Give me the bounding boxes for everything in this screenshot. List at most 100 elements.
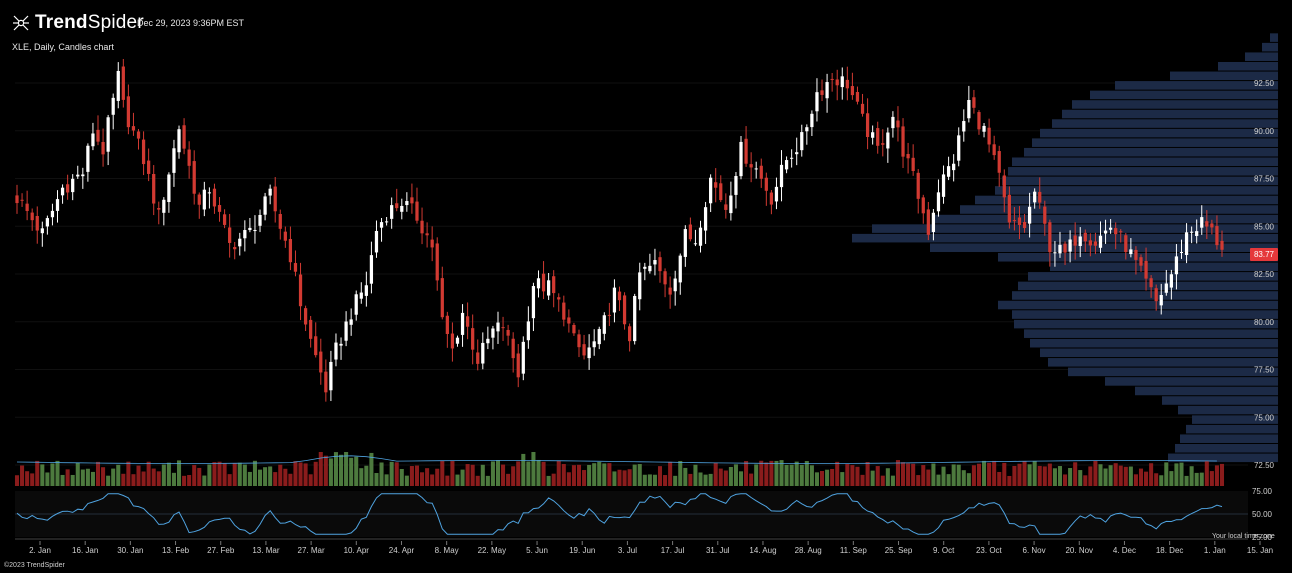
volume-bar — [35, 460, 40, 486]
volume-bar — [612, 471, 617, 486]
timezone-note[interactable]: Your local time zone — [1212, 533, 1275, 540]
candle-body — [384, 221, 389, 223]
candle-body — [734, 176, 738, 195]
volume-bar — [85, 468, 90, 486]
volume-bar — [997, 471, 1002, 486]
volume-bar — [1012, 465, 1017, 486]
volume-bar — [95, 461, 101, 486]
volume-bar — [976, 463, 981, 486]
volume-bar — [101, 467, 106, 486]
candle-body — [228, 227, 232, 243]
volume-bar — [814, 472, 819, 486]
candle-body — [1007, 194, 1011, 223]
volume-bar — [895, 460, 900, 486]
candle-body — [334, 342, 338, 360]
volume-bar — [516, 461, 521, 486]
volume-bar — [197, 467, 202, 486]
copyright: ©2023 TrendSpider — [4, 562, 65, 569]
volume-profile-bar — [998, 252, 1278, 262]
volume-bar — [825, 469, 830, 486]
candle-body — [962, 121, 966, 132]
candle-body — [491, 328, 495, 338]
volume-bar — [926, 469, 931, 486]
candle-body — [212, 188, 217, 207]
volume-bar — [571, 465, 576, 486]
candle-body — [465, 316, 470, 327]
volume-bar — [1159, 475, 1164, 486]
volume-bar — [121, 473, 126, 486]
volume-bar — [1088, 466, 1093, 486]
candle-body — [172, 148, 176, 173]
candle-body — [562, 302, 566, 320]
candle-body — [607, 314, 611, 316]
volume-bar — [1103, 468, 1108, 486]
candle-body — [638, 272, 642, 300]
candle-body — [96, 129, 100, 142]
volume-bar — [1017, 463, 1022, 486]
volume-bar — [166, 462, 171, 486]
candle-body — [116, 70, 120, 101]
candle-body — [1048, 222, 1052, 253]
volume-profile-bar — [960, 205, 1278, 214]
candle-body — [91, 133, 95, 147]
time-tick-label: 5. Jun — [526, 546, 548, 555]
time-tick-label: 13. Feb — [162, 546, 190, 555]
volume-bar — [541, 461, 546, 486]
volume-bar — [678, 460, 683, 486]
last-price-tag: 83.77 — [1250, 248, 1278, 261]
volume-bar — [490, 461, 495, 486]
volume-bar — [339, 454, 344, 486]
volume-bar — [749, 473, 754, 486]
volume-bar — [799, 464, 804, 486]
time-tick-label: 14. Aug — [749, 546, 776, 555]
volume-bar — [1083, 475, 1088, 486]
volume-bar — [698, 472, 703, 486]
candle-body — [1017, 217, 1022, 226]
candle-body — [546, 280, 551, 296]
volume-bar — [713, 462, 718, 486]
candle-body — [1098, 235, 1103, 248]
volume-bar — [987, 462, 992, 486]
candle-body — [101, 141, 105, 155]
volume-bar — [136, 465, 141, 486]
candle-body — [339, 343, 343, 346]
candle-body — [931, 212, 936, 232]
candle-body — [876, 128, 880, 146]
volume-profile-bar — [1115, 81, 1278, 90]
volume-profile-bar — [1175, 443, 1278, 453]
price-tick-label: 72.50 — [1254, 461, 1275, 470]
volume-bar — [1032, 461, 1037, 486]
candle-body — [258, 214, 262, 226]
candle-body — [233, 247, 237, 250]
volume-bar — [764, 462, 769, 486]
volume-bar — [536, 459, 541, 486]
volume-bar — [551, 473, 556, 486]
candles — [15, 58, 1224, 402]
volume-bar — [1174, 463, 1179, 486]
candle-body — [850, 86, 855, 96]
candle-body — [531, 286, 536, 319]
time-tick-label: 22. May — [478, 546, 506, 555]
candle-body — [1083, 232, 1087, 242]
brand-bold: Trend — [35, 12, 88, 33]
volume-bar — [632, 464, 637, 486]
volume-bar — [1037, 465, 1042, 486]
time-tick-label: 16. Jan — [72, 546, 98, 555]
candle-body — [784, 160, 789, 170]
volume-bar — [617, 469, 622, 486]
candle-body — [167, 174, 171, 203]
time-tick-label: 23. Oct — [976, 546, 1003, 555]
oscillator-tick-label: 50.00 — [1252, 510, 1273, 519]
candle-body — [739, 141, 743, 177]
candle-body — [1195, 231, 1199, 236]
volume-profile-bar — [1012, 310, 1278, 319]
volume-bar — [288, 473, 293, 486]
candle-body — [364, 285, 368, 296]
volume-bar — [25, 471, 30, 486]
volume-bar — [688, 473, 693, 486]
candle-body — [805, 127, 809, 132]
candle-body — [612, 287, 617, 313]
candle-body — [45, 218, 49, 227]
price-tick-label: 85.00 — [1254, 222, 1275, 231]
